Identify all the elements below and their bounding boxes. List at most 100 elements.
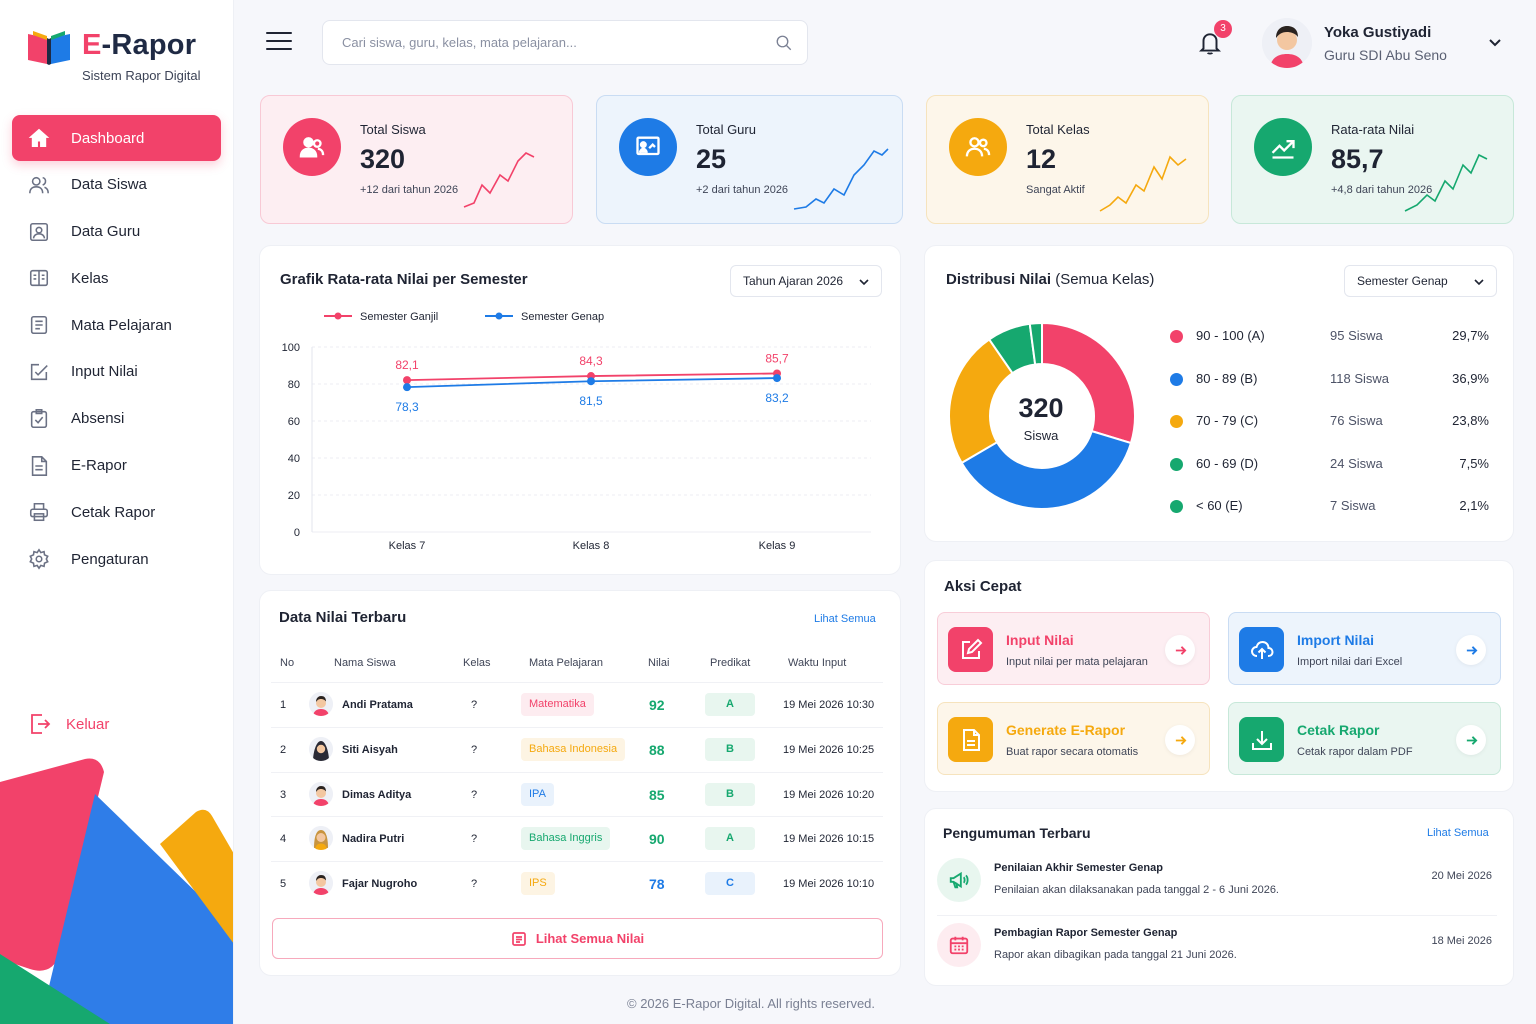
announcement-title: Penilaian Akhir Semester Genap (994, 862, 1163, 874)
sidebar-item-input-nilai[interactable]: Input Nilai (12, 349, 221, 395)
range-label: 80 - 89 (B) (1196, 370, 1258, 386)
stat-card-total-siswa[interactable]: Total Siswa 320 +12 dari tahun 2026 (260, 95, 573, 224)
data-point[interactable] (403, 376, 411, 385)
sparkline (793, 148, 889, 210)
cell-nama: Nadira Putri (342, 833, 405, 846)
cell-nilai: 92 (649, 697, 665, 713)
data-point[interactable] (587, 377, 595, 386)
sidebar-item-label: Pengaturan (71, 550, 149, 568)
y-tick-label: 100 (282, 342, 300, 354)
avatar (1262, 18, 1312, 68)
book-logo-icon (28, 31, 70, 65)
sidebar-item-e-rapor[interactable]: E-Rapor (12, 443, 221, 489)
chevron-down-icon[interactable] (1488, 38, 1502, 48)
data-point[interactable] (403, 383, 411, 392)
stat-card-total-guru[interactable]: Total Guru 25 +2 dari tahun 2026 (596, 95, 903, 224)
sidebar-item-kelas[interactable]: Kelas (12, 255, 221, 301)
lihat-semua-nilai-button[interactable]: Lihat Semua Nilai (272, 918, 883, 959)
table-row[interactable]: 3 Dimas Aditya ? IPA 85 B 19 Mei 2026 10… (271, 771, 883, 816)
download-icon (1239, 717, 1284, 762)
predikat-badge: C (705, 872, 755, 896)
sidebar-item-dashboard[interactable]: Dashboard (12, 115, 221, 161)
cell-no: 1 (280, 699, 287, 711)
brand-name: E-Rapor (82, 29, 197, 61)
donut-hole (990, 364, 1094, 468)
sidebar-item-label: E-Rapor (71, 457, 127, 475)
search-bar (322, 20, 808, 65)
notification-button[interactable]: 3 (1197, 20, 1232, 58)
subject-badge: IPS (521, 872, 555, 896)
tahun-ajaran-select[interactable]: Tahun Ajaran 2026 (730, 265, 882, 297)
column-header-mapel: Mata Pelajaran (529, 657, 603, 669)
subject-badge: IPA (521, 782, 554, 806)
sidebar-item-cetak-rapor[interactable]: Cetak Rapor (12, 489, 221, 535)
quick-action-generate-e-rapor[interactable]: Generate E-Rapor Buat rapor secara otoma… (937, 702, 1210, 775)
avatar (309, 692, 333, 716)
panel-title: Data Nilai Terbaru (279, 609, 407, 626)
cell-waktu: 19 Mei 2026 10:30 (783, 699, 875, 711)
sidebar-item-data-siswa[interactable]: Data Siswa (12, 162, 221, 208)
lihat-semua-link[interactable]: Lihat Semua (1427, 827, 1489, 839)
users-icon (299, 137, 325, 158)
y-tick-label: 60 (288, 416, 300, 428)
arrow-right-icon[interactable] (1165, 635, 1195, 665)
stat-note: +2 dari tahun 2026 (696, 184, 789, 196)
menu-toggle-button[interactable] (266, 32, 292, 54)
arrow-right-icon[interactable] (1456, 725, 1486, 755)
cell-no: 2 (280, 743, 287, 756)
announcement-item[interactable]: Pembagian Rapor Semester Genap Rapor aka… (937, 921, 1497, 973)
home-icon (28, 128, 50, 148)
column-header-nama: Nama Siswa (334, 657, 396, 669)
legend-dot (1170, 372, 1183, 386)
data-label: 84,3 (579, 354, 603, 368)
brand[interactable]: E-Rapor Sistem Rapor Digital (26, 28, 201, 83)
stat-note: +4,8 dari tahun 2026 (1331, 184, 1433, 196)
semester-select[interactable]: Semester Genap (1344, 265, 1497, 297)
data-point[interactable] (773, 374, 781, 383)
predikat-badge: A (705, 693, 755, 716)
panel-title: Distribusi Nilai (Semua Kelas) (946, 271, 1155, 288)
quick-action-subtitle: Import nilai dari Excel (1297, 656, 1403, 668)
avatar (309, 826, 333, 851)
pengumuman-panel: Pengumuman Terbaru Lihat Semua (924, 808, 1514, 986)
user-menu[interactable]: Yoka Gustiyadi Guru SDI Abu Seno (1262, 18, 1447, 68)
table-row[interactable]: 4 Nadira Putri ? Bahasa Inggris 90 A 19 … (271, 816, 883, 860)
announcement-item[interactable]: Penilaian Akhir Semester Genap Penilaian… (937, 856, 1497, 908)
arrow-right-icon[interactable] (1165, 725, 1195, 755)
arrow-right-icon[interactable] (1456, 635, 1486, 665)
lihat-semua-link[interactable]: Lihat Semua (814, 613, 876, 625)
sidebar-item-data-guru[interactable]: Data Guru (12, 209, 221, 255)
panel-title: Grafik Rata-rata Nilai per Semester (280, 271, 528, 288)
stat-card-rata-rata-nilai[interactable]: Rata-rata Nilai 85,7 +4,8 dari tahun 202… (1231, 95, 1514, 224)
subject-badge: Bahasa Indonesia (521, 737, 626, 761)
table-row[interactable]: 5 Fajar Nugroho ? IPS 78 C 19 Mei 2026 1… (271, 861, 883, 905)
cell-nama: Andi Pratama (342, 699, 413, 711)
quick-action-import-nilai[interactable]: Import Nilai Import nilai dari Excel (1228, 612, 1501, 685)
search-icon[interactable] (775, 34, 793, 52)
sidebar-item-pengaturan[interactable]: Pengaturan (12, 536, 221, 582)
announcement-title: Pembagian Rapor Semester Genap (994, 927, 1178, 939)
sidebar-item-mata-pelajaran[interactable]: Mata Pelajaran (12, 302, 221, 348)
quick-action-cetak-rapor[interactable]: Cetak Rapor Cetak rapor dalam PDF (1228, 702, 1501, 775)
stat-label: Total Siswa (360, 122, 426, 137)
class-icon (29, 270, 49, 287)
logout-button[interactable]: Keluar (28, 712, 109, 736)
table-row[interactable]: 2 Siti Aisyah ? Bahasa Indonesia 88 B 19… (271, 726, 883, 771)
sidebar-item-absensi[interactable]: Absensi (12, 396, 221, 442)
legend-marker (495, 312, 503, 320)
table-row[interactable]: 1 Andi Pratama ? Matematika 92 A 19 Mei … (271, 682, 883, 726)
stat-icon-bg (283, 118, 341, 176)
quick-action-input-nilai[interactable]: Input Nilai Input nilai per mata pelajar… (937, 612, 1210, 685)
presentation-icon (636, 136, 660, 156)
subject-badge: Bahasa Inggris (521, 827, 611, 851)
hamburger-icon (266, 32, 292, 34)
quick-action-subtitle: Buat rapor secara otomatis (1006, 746, 1139, 758)
percent-label: 36,9% (1452, 370, 1489, 386)
legend-dot (1170, 457, 1183, 471)
count-label: 95 Siswa (1330, 328, 1383, 343)
cell-waktu: 19 Mei 2026 10:15 (783, 833, 875, 846)
legend-label: Semester Genap (521, 311, 604, 323)
search-input[interactable] (323, 21, 743, 64)
quick-action-title: Import Nilai (1297, 632, 1375, 648)
stat-card-total-kelas[interactable]: Total Kelas 12 Sangat Aktif (926, 95, 1209, 224)
